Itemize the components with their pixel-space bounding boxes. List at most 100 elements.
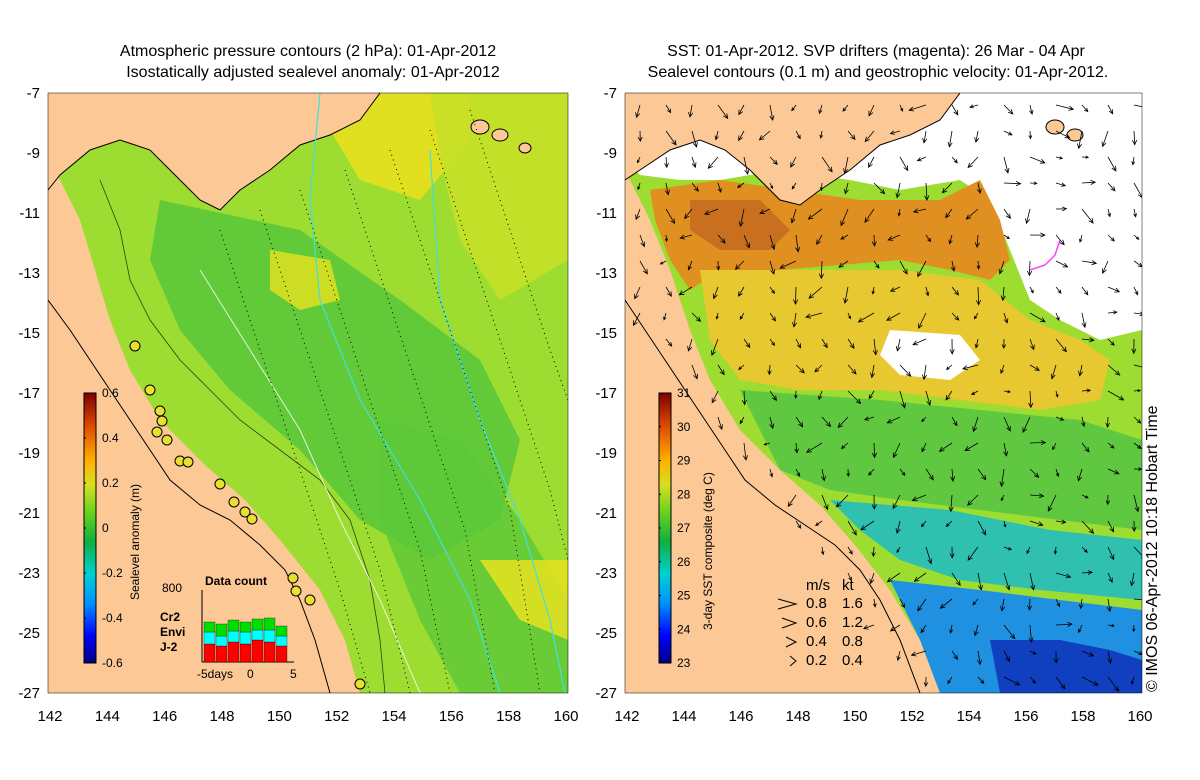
velocity-arrow: [1079, 234, 1083, 243]
velocity-arrow: [967, 546, 979, 561]
velocity-legend-kt: 1.2: [842, 614, 863, 631]
tide-gauge-marker[interactable]: [246, 513, 258, 525]
sst-dark-blue: [990, 640, 1142, 693]
velocity-arrow: [819, 130, 823, 139]
velocity-arrow: [973, 312, 979, 320]
velocity-arrow: [1081, 650, 1095, 657]
tide-gauge-marker[interactable]: [287, 572, 299, 584]
velocity-arrow: [847, 338, 855, 349]
velocity-arrow: [871, 546, 876, 558]
velocity-arrow: [951, 156, 958, 164]
velocity-arrow: [808, 286, 823, 299]
velocity-arrow: [951, 572, 961, 587]
left-y-tick-label: -25: [18, 625, 40, 642]
right-colorbar-tick-label: 29: [677, 454, 691, 468]
left-colorbar-tick-label: 0.4: [102, 431, 119, 445]
velocity-arrow: [1055, 260, 1069, 268]
velocity-arrow: [868, 104, 875, 117]
velocity-arrow: [795, 234, 801, 253]
velocity-arrow: [1028, 130, 1033, 140]
data-count-bar: [251, 618, 264, 631]
tide-gauge-marker[interactable]: [214, 478, 226, 490]
velocity-arrows: [632, 104, 1142, 692]
velocity-legend-arrow: [777, 598, 798, 610]
sea-yellow-zone-4: [480, 560, 568, 640]
velocity-arrow: [717, 364, 725, 376]
velocity-arrow: [659, 260, 667, 265]
velocity-arrow: [847, 130, 856, 141]
tide-gauge-marker[interactable]: [144, 384, 156, 396]
tide-gauge-marker[interactable]: [354, 678, 366, 690]
velocity-arrow: [1055, 182, 1067, 187]
velocity-arrow: [1029, 104, 1034, 115]
right-colorbar-tick-label: 25: [677, 589, 691, 603]
velocity-arrow: [767, 364, 772, 376]
velocity-arrow: [1029, 232, 1046, 238]
tide-gauge-marker[interactable]: [304, 594, 316, 606]
velocity-arrow: [941, 182, 953, 194]
velocity-arrow: [899, 390, 906, 409]
velocity-arrow: [734, 260, 745, 270]
velocity-arrow: [1107, 390, 1125, 401]
right-y-tick-label: -9: [604, 145, 617, 162]
data-count-bar: [263, 629, 276, 643]
tide-gauge-marker[interactable]: [156, 415, 168, 427]
velocity-arrow: [1055, 621, 1073, 627]
velocity-arrow: [717, 234, 726, 244]
velocity-arrow: [862, 624, 875, 630]
velocity-arrow: [687, 260, 693, 271]
sea-yellow-zone-3: [270, 250, 340, 310]
velocity-arrow: [1003, 234, 1010, 240]
velocity-legend-kt: 1.6: [842, 595, 863, 612]
velocity-arrow: [1107, 208, 1111, 218]
velocity-arrow: [779, 260, 797, 269]
tide-gauges: [129, 340, 366, 690]
tide-gauge-marker[interactable]: [129, 340, 141, 352]
data-count-bar: [275, 645, 288, 663]
velocity-arrow: [704, 208, 719, 215]
tide-gauge-marker[interactable]: [239, 506, 251, 518]
velocity-arrow: [1000, 494, 1005, 502]
velocity-arrow: [665, 130, 677, 146]
velocity-arrow: [1133, 546, 1142, 559]
left-colorbar-tick-label: -0.2: [102, 566, 123, 580]
data-count-bar: [203, 643, 216, 663]
velocity-arrow: [925, 234, 932, 243]
velocity-arrow: [1081, 570, 1094, 575]
tide-gauge-marker[interactable]: [182, 456, 194, 468]
velocity-arrow: [1055, 676, 1066, 690]
velocity-arrow: [1133, 182, 1142, 198]
velocity-arrow: [769, 234, 776, 251]
velocity-arrow: [637, 130, 643, 143]
data-count-bars: [203, 617, 288, 663]
velocity-legend: m/s kt 0.8 1.6 0.6 1.2 0.4 0.8 0.2 0.4: [777, 577, 863, 669]
tide-gauge-marker[interactable]: [228, 496, 240, 508]
velocity-arrow: [871, 442, 877, 459]
tide-gauge-marker[interactable]: [154, 405, 166, 417]
velocity-arrow: [1078, 624, 1083, 634]
velocity-arrow: [1133, 494, 1140, 513]
velocity-arrow: [794, 390, 798, 400]
right-y-tick-label: -23: [595, 565, 617, 582]
right-x-tick-label: 144: [671, 708, 696, 725]
velocity-arrow: [977, 676, 985, 684]
velocity-arrow: [769, 468, 774, 478]
tide-gauge-marker[interactable]: [161, 434, 173, 446]
velocity-arrow: [873, 260, 880, 269]
velocity-arrow: [860, 520, 875, 531]
velocity-arrow: [1107, 623, 1116, 628]
velocity-arrow: [847, 572, 852, 582]
velocity-arrow: [1029, 338, 1035, 351]
velocity-arrow: [816, 234, 823, 246]
velocity-arrow: [973, 624, 979, 637]
velocity-arrow: [635, 208, 641, 221]
tide-gauge-marker[interactable]: [151, 426, 163, 438]
velocity-arrow: [715, 312, 719, 320]
right-colorbar-tick-label: 23: [677, 656, 691, 670]
velocity-arrow: [707, 156, 719, 169]
velocity-legend-arrow: [781, 617, 798, 629]
velocity-arrow: [1081, 546, 1088, 553]
velocity-arrow: [691, 364, 698, 380]
data-count-bar: [203, 631, 216, 645]
tide-gauge-marker[interactable]: [290, 585, 302, 597]
